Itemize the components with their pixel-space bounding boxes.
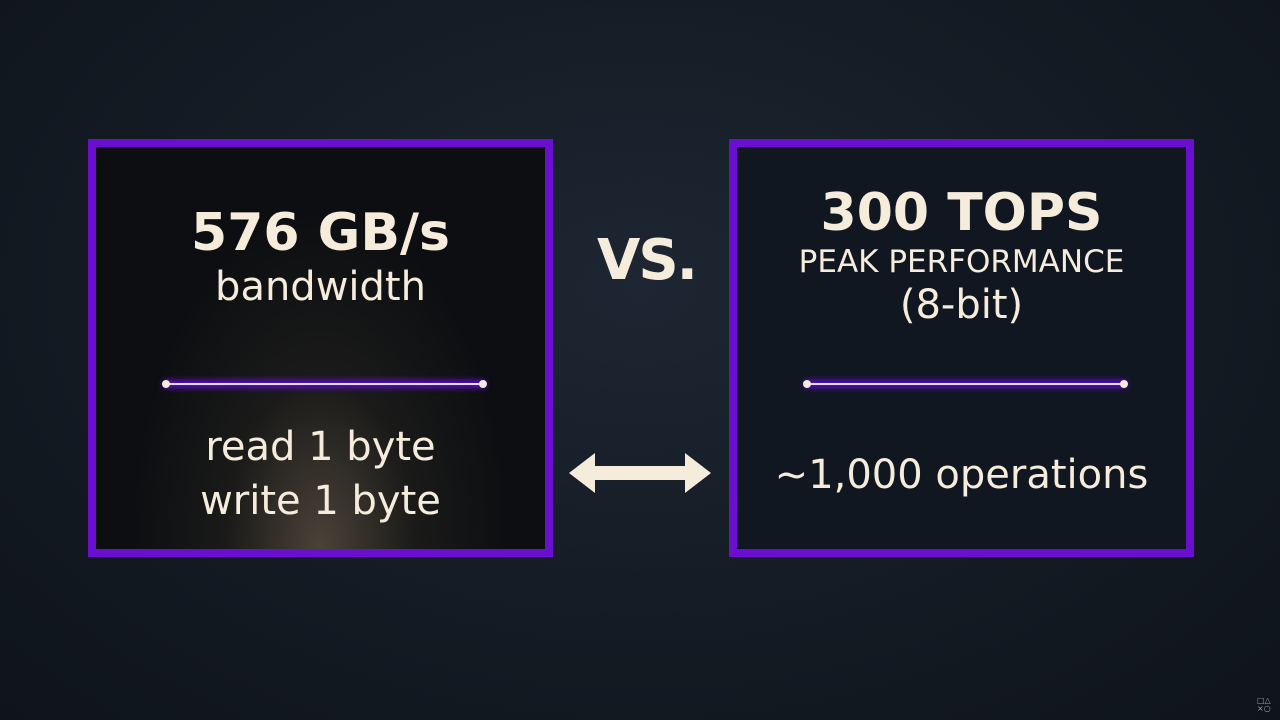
bandwidth-label: bandwidth: [215, 264, 426, 310]
divider-dot: [1120, 380, 1128, 388]
divider-dot: [803, 380, 811, 388]
playstation-symbols-logo: □△ ×○: [1257, 696, 1271, 713]
versus-label: VS.: [597, 228, 698, 293]
read-line: read 1 byte: [205, 424, 436, 470]
divider-dot: [162, 380, 170, 388]
compute-panel: 300 TOPS PEAK PERFORMANCE (8-bit) ~1,000…: [729, 139, 1194, 557]
bandwidth-value: 576 GB/s: [191, 203, 450, 263]
divider-line: [162, 380, 487, 388]
divider-dot: [479, 380, 487, 388]
peak-performance-label: PEAK PERFORMANCE: [798, 244, 1125, 280]
operations-line: ~1,000 operations: [774, 452, 1149, 498]
double-arrow-icon: [569, 453, 711, 493]
bandwidth-panel: 576 GB/s bandwidth read 1 byte write 1 b…: [88, 139, 553, 557]
tops-value: 300 TOPS: [820, 183, 1103, 243]
write-line: write 1 byte: [200, 478, 441, 524]
precision-label: (8-bit): [899, 282, 1024, 328]
divider-line: [803, 380, 1128, 388]
